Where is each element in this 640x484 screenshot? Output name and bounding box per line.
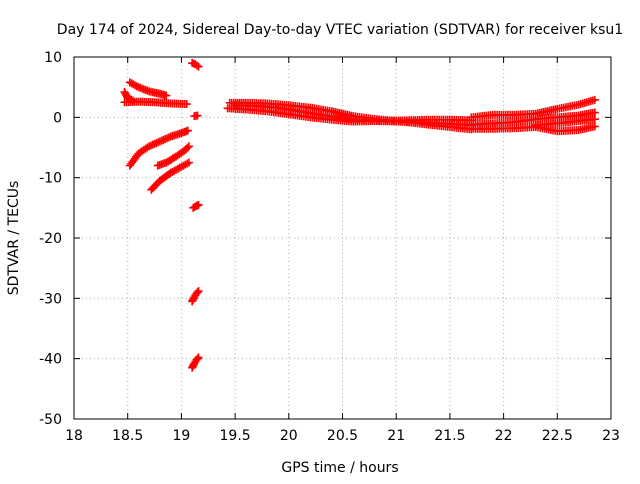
y-tick-label: -20 — [39, 231, 62, 247]
x-tick-label: 21 — [387, 428, 405, 444]
x-tick-label: 23 — [602, 428, 620, 444]
x-axis-label: GPS time / hours — [281, 460, 398, 476]
x-tick-label: 22.5 — [542, 428, 573, 444]
data-point — [194, 62, 203, 71]
grid — [74, 57, 611, 419]
data-point — [194, 287, 203, 296]
series-arc-17 — [467, 122, 599, 136]
data-point — [154, 138, 163, 147]
data-point — [132, 82, 141, 91]
axis-ticks: 18 18.5 19 19.5 20 20.5 21 21.5 22 22.5 23 10 0 -10 -2… — [39, 50, 620, 444]
data-point — [193, 354, 202, 363]
series-arc-14 — [231, 101, 476, 125]
x-tick-label: 18 — [65, 428, 83, 444]
data-point — [184, 142, 193, 151]
x-tick-label: 20.5 — [327, 428, 358, 444]
data-points — [120, 59, 599, 372]
data-point — [590, 95, 599, 104]
data-point — [152, 139, 161, 148]
series-arc-8 — [190, 111, 202, 121]
x-tick-label: 20 — [280, 428, 298, 444]
data-point — [590, 115, 599, 124]
y-tick-label: -10 — [39, 171, 62, 187]
x-tick-label: 22 — [495, 428, 513, 444]
data-point — [183, 143, 192, 152]
x-tick-label: 21.5 — [434, 428, 465, 444]
y-tick-label: 0 — [53, 110, 62, 126]
data-point — [145, 142, 154, 151]
data-point — [159, 135, 168, 144]
series-arc-18 — [531, 115, 599, 130]
x-tick-label: 19.5 — [220, 428, 251, 444]
y-tick-label: -30 — [39, 291, 62, 307]
data-point — [164, 133, 173, 142]
series-arc-9 — [189, 200, 203, 212]
chart-title: Day 174 of 2024, Sidereal Day-to-day VTE… — [57, 22, 623, 38]
data-point — [163, 134, 172, 143]
data-point — [193, 111, 202, 120]
data-point — [194, 200, 203, 209]
x-tick-label: 18.5 — [112, 428, 143, 444]
data-point — [146, 141, 155, 150]
data-point — [194, 353, 203, 362]
data-point — [192, 61, 201, 70]
data-point — [162, 91, 171, 100]
series-arc-4 — [125, 126, 192, 170]
series-arc-2 — [125, 78, 171, 100]
series-arc-11 — [188, 353, 203, 372]
data-point — [157, 136, 166, 145]
y-axis-label: SDTVAR / TECUs — [6, 181, 22, 296]
series-arc-7 — [188, 59, 203, 71]
y-tick-label: -50 — [39, 412, 62, 428]
data-point — [193, 288, 202, 297]
x-tick-label: 19 — [172, 428, 190, 444]
data-point — [182, 100, 191, 109]
data-point — [184, 158, 193, 167]
y-tick-label: -40 — [39, 352, 62, 368]
series-arc-6 — [153, 142, 193, 170]
data-point — [183, 126, 192, 135]
data-point — [590, 122, 599, 131]
series-arc-3 — [120, 97, 191, 109]
y-tick-label: 10 — [44, 50, 62, 66]
series-arc-5 — [147, 158, 193, 194]
series-arc-10 — [188, 287, 203, 306]
data-point — [150, 139, 159, 148]
data-point — [155, 137, 164, 146]
data-point — [161, 135, 170, 144]
data-point — [148, 140, 157, 149]
